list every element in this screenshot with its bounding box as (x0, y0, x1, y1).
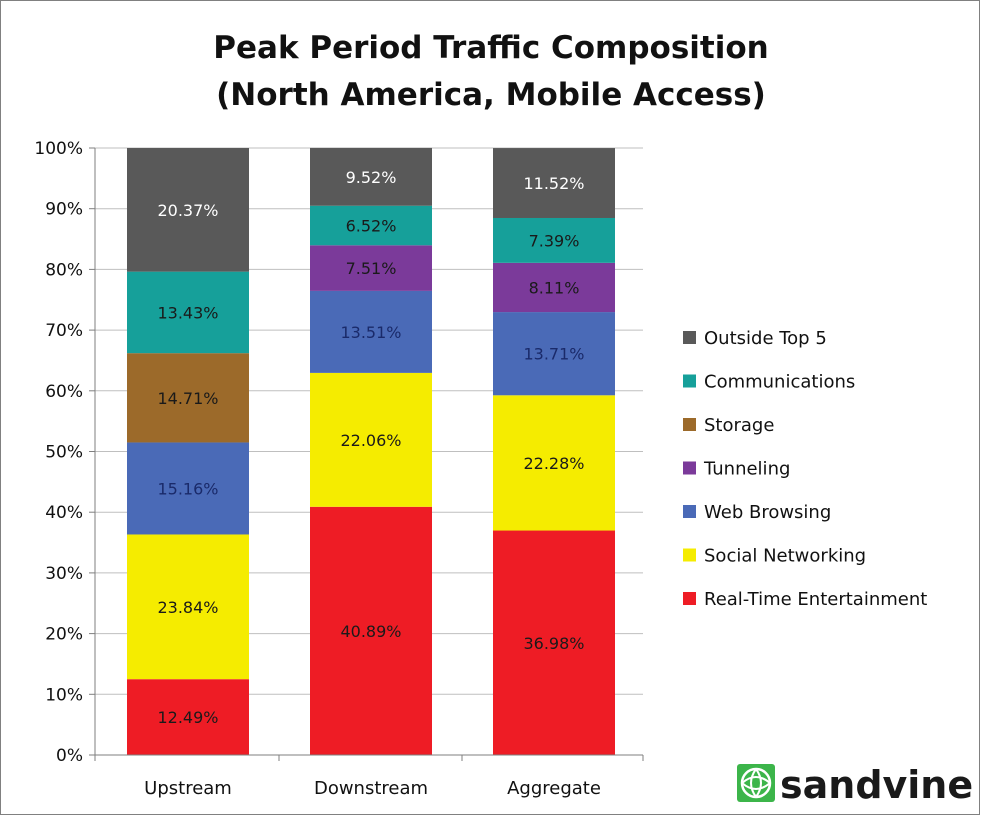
legend-label: Storage (704, 415, 774, 436)
data-label: 14.71% (157, 389, 218, 408)
data-label: 22.28% (523, 454, 584, 473)
legend-swatch (683, 505, 696, 518)
bar-segment (310, 506, 432, 755)
data-label: 8.11% (529, 278, 580, 297)
y-tick-label: 90% (45, 200, 83, 220)
legend-swatch (683, 592, 696, 605)
data-label: 22.06% (340, 431, 401, 450)
y-tick-label: 20% (45, 625, 83, 645)
data-label: 40.89% (340, 622, 401, 641)
data-label: 36.98% (523, 634, 584, 653)
bar-segment (127, 442, 249, 535)
stacked-bars (127, 147, 615, 755)
sandvine-logo: sandvine (737, 763, 973, 807)
x-category-label: Aggregate (507, 778, 601, 799)
data-label: 13.51% (340, 323, 401, 342)
bar-segment (310, 205, 432, 246)
legend-label: Tunneling (703, 459, 790, 480)
globe-icon (737, 764, 775, 802)
data-label: 20.37% (157, 201, 218, 220)
y-tick-label: 0% (56, 746, 83, 766)
bar-segment (310, 245, 432, 291)
data-label: 7.51% (346, 259, 397, 278)
bar-segment (310, 147, 432, 206)
data-label: 12.49% (157, 708, 218, 727)
x-axis-category-labels: Upstream Downstream Aggregate (144, 778, 601, 799)
bar-segment (127, 271, 249, 354)
data-label: 13.43% (157, 303, 218, 322)
bar-segment (127, 148, 249, 272)
bar-segment (493, 262, 615, 313)
legend-swatch (683, 331, 696, 344)
chart-title-line-2: (North America, Mobile Access) (216, 77, 766, 113)
bar-segment (310, 372, 432, 507)
y-axis-tick-labels: 0% 10% 20% 30% 40% 50% 60% 70% 80% 90% 100% (34, 139, 83, 766)
legend: Outside Top 5 Communications Storage Tunnel… (683, 328, 927, 610)
legend-label: Web Browsing (704, 502, 831, 523)
bar-segment (493, 395, 615, 531)
data-labels: 12.49% 23.84% 15.16% 14.71% 13.43% 20.37% 40.8… (157, 168, 584, 727)
y-tick-label: 100% (34, 139, 83, 159)
axes (94, 148, 644, 761)
data-label: 11.52% (523, 174, 584, 193)
x-category-label: Upstream (144, 778, 232, 799)
data-label: 15.16% (157, 479, 218, 498)
bar-segment (493, 217, 615, 263)
data-label: 23.84% (157, 598, 218, 617)
legend-swatch (683, 548, 696, 562)
data-label: 7.39% (529, 231, 580, 250)
data-label: 6.52% (346, 217, 397, 236)
y-tick-label: 50% (45, 443, 83, 463)
legend-swatch (683, 374, 696, 388)
legend-label: Social Networking (704, 546, 866, 567)
legend-swatch (683, 461, 696, 475)
bar-segment (493, 530, 615, 755)
y-tick-label: 70% (45, 321, 83, 341)
chart-title-line-1: Peak Period Traffic Composition (213, 30, 768, 66)
legend-label: Real-Time Entertainment (704, 589, 927, 610)
legend-swatch (683, 418, 696, 431)
bar-segment (127, 353, 249, 443)
bar-segment (493, 312, 615, 396)
bar-segment (127, 534, 249, 680)
bar-segment (310, 290, 432, 373)
legend-label: Communications (704, 372, 855, 393)
data-label: 9.52% (346, 168, 397, 187)
y-tick-label: 10% (45, 685, 83, 705)
y-tick-label: 30% (45, 564, 83, 584)
legend-label: Outside Top 5 (704, 328, 827, 349)
logo-wordmark: sandvine (780, 763, 973, 807)
y-tick-label: 40% (45, 503, 83, 523)
chart-title: Peak Period Traffic Composition (North A… (213, 30, 768, 113)
bar-segment (127, 679, 249, 755)
data-label: 13.71% (523, 345, 584, 364)
bar-segment (493, 148, 615, 218)
x-category-label: Downstream (314, 778, 428, 799)
y-tick-label: 80% (45, 260, 83, 280)
y-tick-label: 60% (45, 382, 83, 402)
